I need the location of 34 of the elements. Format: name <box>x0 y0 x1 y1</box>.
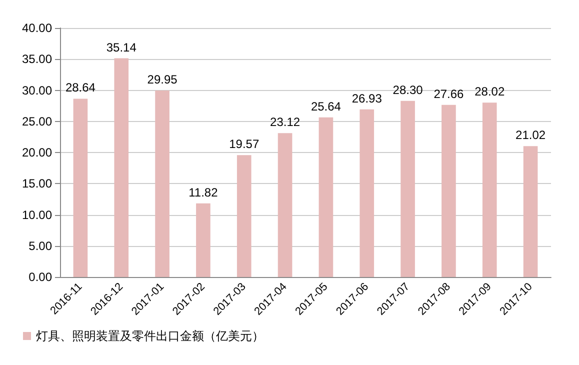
bar <box>318 117 334 277</box>
data-label: 28.30 <box>392 82 424 97</box>
bar <box>360 109 374 277</box>
y-tick-label: 10.00 <box>22 208 52 222</box>
data-label: 21.02 <box>516 128 546 142</box>
bar <box>442 104 456 277</box>
data-label: 11.82 <box>188 185 218 200</box>
y-tick-label: 40.00 <box>22 21 52 35</box>
bar <box>73 98 88 277</box>
bar <box>482 102 497 277</box>
y-tick-label: 0.00 <box>28 270 52 284</box>
legend-label: 灯具、照明装置及零件出口金额（亿美元） <box>36 329 264 343</box>
y-tick-label: 30.00 <box>22 83 52 98</box>
y-tick-label: 20.00 <box>22 146 52 160</box>
data-label: 35.14 <box>106 40 137 54</box>
bar <box>114 58 129 277</box>
data-label: 26.93 <box>352 91 382 106</box>
bar <box>523 146 538 277</box>
data-label: 25.64 <box>310 99 342 114</box>
data-label: 28.64 <box>65 80 96 95</box>
y-tick-label: 35.00 <box>22 52 52 66</box>
bar <box>236 155 252 277</box>
data-label: 23.12 <box>270 115 300 130</box>
y-tick-label: 5.00 <box>28 238 52 253</box>
data-label: 29.95 <box>147 72 178 87</box>
bar <box>155 90 170 277</box>
data-label: 19.57 <box>229 137 260 152</box>
bar <box>400 100 415 277</box>
bar <box>196 203 210 277</box>
bar <box>278 133 292 277</box>
data-label: 27.66 <box>434 86 464 101</box>
y-tick-label: 15.00 <box>22 176 52 191</box>
data-label: 28.02 <box>474 84 505 99</box>
y-tick-label: 25.00 <box>22 114 52 128</box>
